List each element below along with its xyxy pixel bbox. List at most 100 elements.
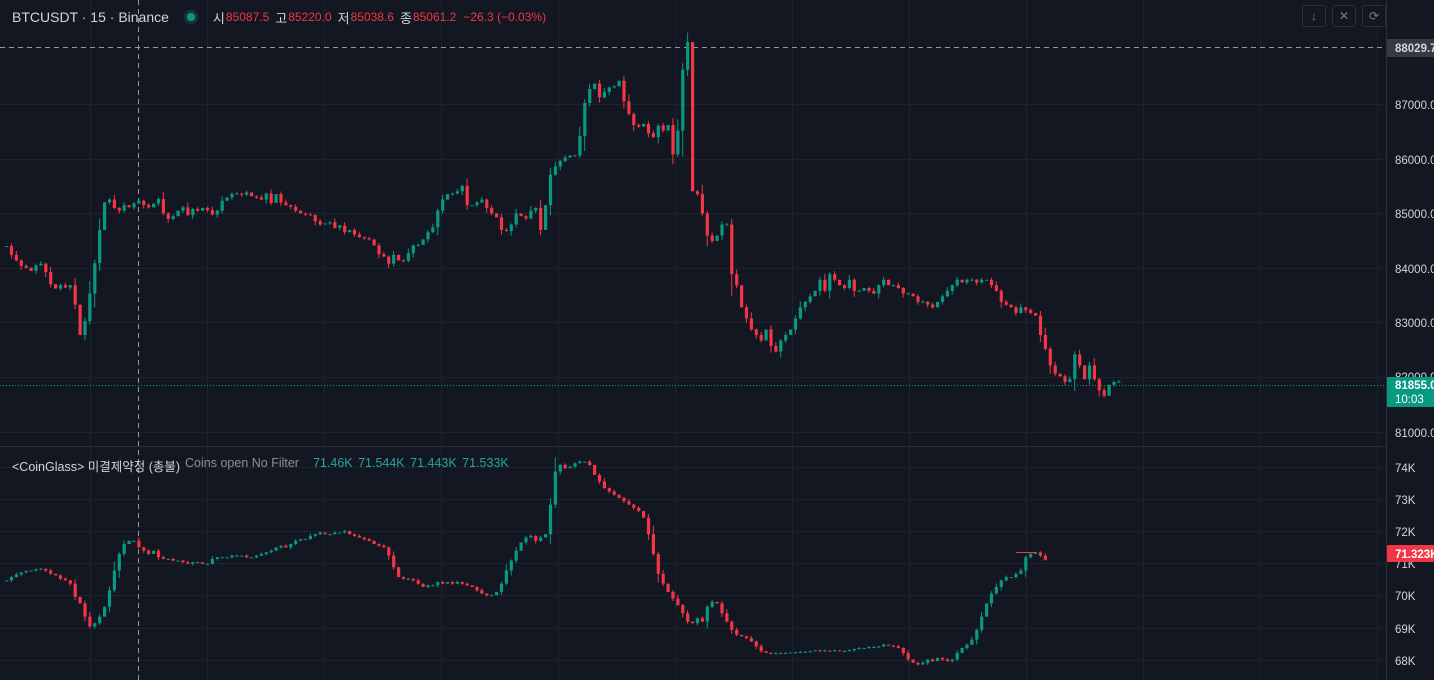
price-candle-body — [1043, 335, 1047, 349]
price-candle-body — [563, 157, 567, 161]
oi-candle-body — [940, 657, 945, 660]
oi-candle-body — [544, 534, 548, 538]
oi-candle-body — [240, 555, 244, 557]
price-candle-body — [201, 207, 205, 211]
close-icon[interactable]: ✕ — [1332, 5, 1356, 27]
oi-candle-body — [490, 595, 494, 597]
price-candle-body — [656, 125, 660, 138]
price-candle-body — [313, 215, 317, 222]
price-candle-body — [372, 239, 376, 246]
indicator-settings: Coins open No Filter — [185, 456, 299, 470]
oi-candle-body — [715, 601, 719, 604]
price-candle-body — [19, 260, 23, 266]
price-candle-body — [1038, 315, 1043, 335]
refresh-icon[interactable]: ⟳ — [1362, 5, 1386, 27]
oi-candle-body — [254, 555, 259, 558]
price-candle-body — [1073, 354, 1077, 380]
candle-countdown: 10:03 — [1395, 394, 1424, 406]
oi-candle-body — [936, 657, 940, 662]
price-candle-body — [931, 304, 935, 308]
oi-candle-body — [156, 550, 161, 558]
oi-candle-body — [720, 603, 724, 614]
oi-candle-body — [529, 535, 533, 538]
oi-candle-body — [34, 569, 38, 571]
price-candle-body — [877, 285, 881, 294]
price-candle-body — [789, 329, 793, 335]
oi-candle-body — [1043, 555, 1047, 560]
price-candle-body — [759, 335, 763, 341]
oi-candle-body — [78, 596, 82, 604]
oi-candle-body — [573, 463, 577, 467]
oi-candle-body — [759, 646, 763, 652]
price-candle-body — [779, 340, 783, 352]
oi-candle-body — [514, 550, 518, 561]
oi-candle-body — [593, 464, 597, 475]
price-candle-body — [553, 166, 557, 175]
price-candle-body — [534, 207, 538, 211]
oi-candle-body — [426, 585, 430, 587]
oi-candle-body — [250, 557, 254, 559]
price-candle-body — [112, 199, 116, 208]
price-candle-body — [1048, 348, 1052, 366]
oi-candle-body — [450, 582, 455, 584]
last-price-badge — [1387, 377, 1434, 407]
price-candle-body — [896, 285, 900, 289]
price-candle-body — [847, 279, 851, 289]
oi-candle-body — [891, 645, 896, 647]
price-candle-body — [597, 83, 602, 98]
price-candle-body — [29, 267, 33, 271]
oi-candle-body — [646, 517, 651, 535]
oi-candle-body — [882, 644, 886, 647]
oi-candle-body — [725, 613, 729, 622]
oi-candle-body — [161, 557, 165, 559]
oi-candle-body — [896, 646, 900, 648]
price-candle-body — [1058, 373, 1062, 377]
oi-candle-body — [274, 547, 278, 551]
oi-candle-body — [744, 636, 749, 639]
oi-candle-body — [583, 461, 587, 463]
oi-candle-body — [328, 534, 332, 536]
oi-candle-body — [504, 570, 508, 584]
price-candle-body — [671, 125, 675, 155]
oi-candle-body — [1019, 570, 1023, 574]
oi-candle-body — [269, 550, 273, 553]
arrow-down-icon[interactable]: ↓ — [1302, 5, 1326, 27]
price-candle-body — [225, 197, 229, 201]
oi-candle-body — [906, 652, 910, 660]
price-candle-body — [558, 160, 562, 167]
price-candle-body — [539, 207, 543, 230]
pane-toolbar: ↓ ✕ ⟳ — [1302, 5, 1386, 27]
oi-candle-body — [754, 641, 758, 647]
price-candle-body — [24, 265, 28, 268]
price-candle-body — [352, 230, 357, 235]
oi-candle-body — [887, 644, 891, 646]
oi-candle-body — [88, 616, 92, 627]
oi-candle-body — [318, 532, 322, 535]
price-candle-body — [1078, 354, 1082, 366]
price-candle-body — [700, 194, 704, 214]
price-candle-body — [524, 216, 528, 219]
price-candle-body — [34, 265, 38, 271]
price-candle-body — [715, 235, 719, 242]
symbol-legend[interactable]: BTCUSDT · 15 · Binance 시 85087.5 고 85220… — [12, 8, 546, 26]
oi-candle-body — [201, 562, 205, 564]
price-candle-body — [970, 279, 974, 281]
price-candle-body — [284, 202, 288, 206]
price-candle-body — [833, 274, 837, 280]
oi-candle-body — [999, 580, 1003, 587]
price-candle-body — [98, 230, 102, 264]
indicator-title[interactable]: <CoinGlass> 미결제약정 (총불) — [12, 460, 181, 474]
price-candle-body — [676, 130, 680, 155]
price-candle-body — [485, 199, 489, 208]
oi-candle-body — [387, 547, 391, 556]
open-interest-axis[interactable]: 74K 73K 72K 71K 70K 69K 68K — [1395, 463, 1416, 668]
oi-tick-label: 74K — [1395, 463, 1416, 475]
indicator-legend[interactable]: <CoinGlass> 미결제약정 (총불) Coins open No Fil… — [12, 456, 509, 475]
oi-candle-body — [49, 570, 53, 574]
oi-candle-body — [1034, 552, 1038, 554]
oi-candle-body — [867, 646, 871, 648]
symbol-title[interactable]: BTCUSDT · 15 · Binance — [12, 9, 169, 25]
oi-candle-body — [642, 511, 646, 518]
price-candle-body — [73, 285, 77, 305]
